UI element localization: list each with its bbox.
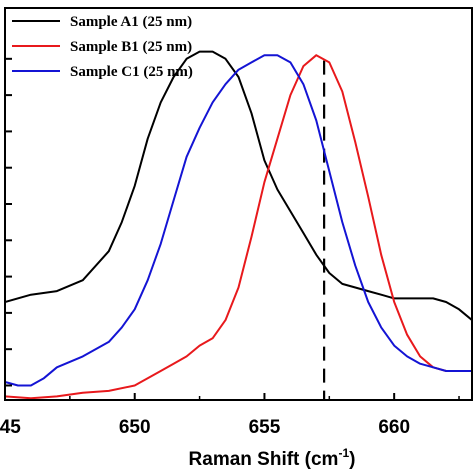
series-layer <box>5 50 472 400</box>
x-tick-label-1: 645 <box>0 417 21 438</box>
x-axis-title-sup: -1 <box>338 446 349 460</box>
x-tick-label-2: 650 <box>119 417 151 438</box>
legend: Sample A1 (25 nm) Sample B1 (25 nm) Sample… <box>12 14 193 80</box>
x-axis-title-main: Raman Shift (cm <box>189 449 339 470</box>
x-axis-title: Raman Shift (cm-1) <box>189 446 356 470</box>
legend-label-3: Sample C1 (25 nm) <box>70 64 193 80</box>
series-line-1 <box>5 50 472 321</box>
tick-layer: 645 650 655 660 <box>0 57 460 438</box>
legend-label-2: Sample B1 (25 nm) <box>70 39 192 55</box>
x-axis-title-suffix: ) <box>349 449 355 470</box>
x-tick-label-4: 660 <box>378 417 410 438</box>
x-tick-label-3: 655 <box>249 417 281 438</box>
legend-label-1: Sample A1 (25 nm) <box>70 14 192 30</box>
series-line-2 <box>5 54 472 400</box>
series-line-3 <box>5 54 472 387</box>
